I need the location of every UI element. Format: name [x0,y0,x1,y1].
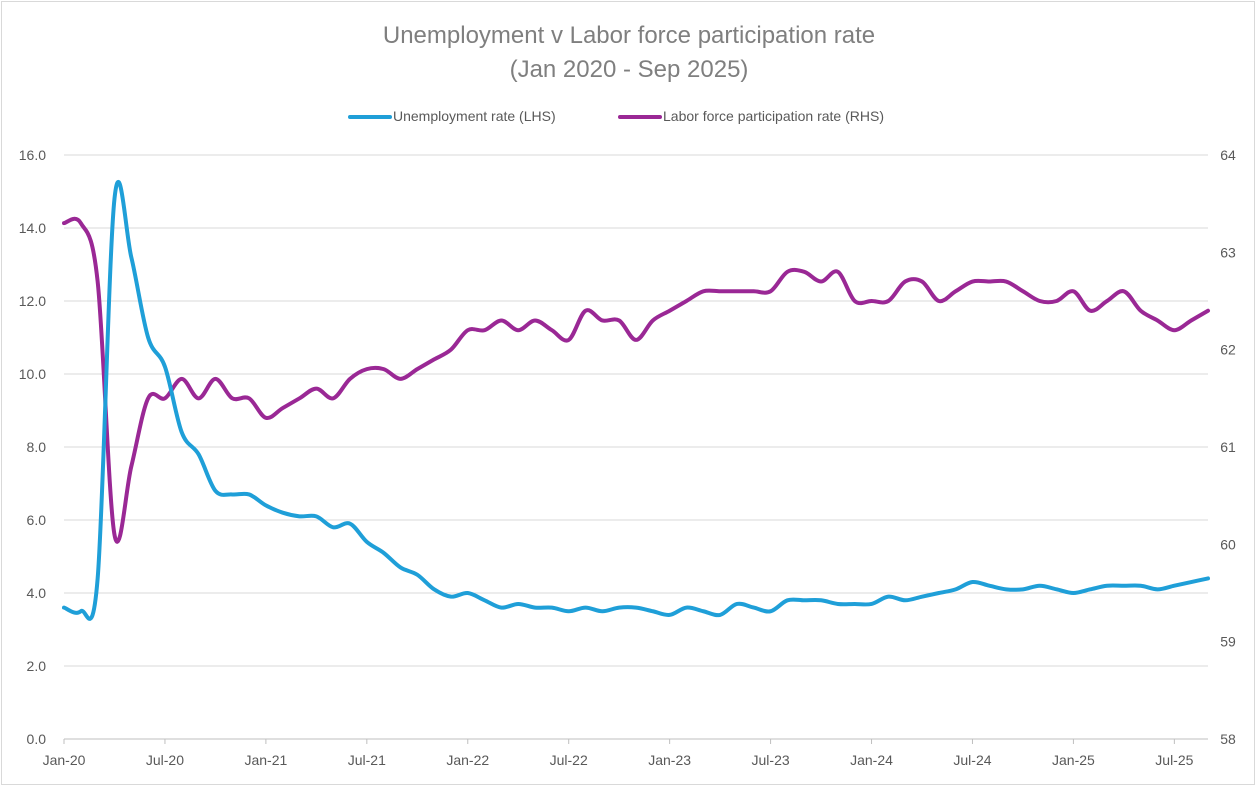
x-tick-label: Jan-25 [1052,752,1095,768]
chart-title: Unemployment v Labor force participation… [383,22,875,49]
left-tick-label: 16.0 [19,147,46,163]
x-tick-label: Jul-24 [953,752,991,768]
unemployment-rate-line [62,179,1210,621]
right-tick-label: 62 [1220,342,1236,358]
left-tick-label: 12.0 [19,293,46,309]
right-tick-label: 64 [1220,147,1236,163]
right-tick-label: 58 [1220,731,1236,747]
x-tick-label: Jul-22 [550,752,588,768]
left-axis-ticks: 0.0 2.0 4.0 6.0 8.0 10.0 12.0 14.0 16.0 [19,147,46,747]
right-tick-label: 61 [1220,439,1236,455]
x-tick-label: Jul-23 [752,752,790,768]
x-tick-label: Jul-25 [1155,752,1193,768]
right-tick-label: 63 [1220,244,1236,260]
left-tick-label: 6.0 [27,512,47,528]
x-tick-label: Jul-21 [348,752,386,768]
legend-label-unemployment: Unemployment rate (LHS) [393,108,556,124]
x-tick-label: Jan-23 [648,752,691,768]
left-tick-label: 10.0 [19,366,46,382]
right-tick-label: 60 [1220,536,1236,552]
x-tick-label: Jan-20 [43,752,86,768]
x-tick-label: Jan-21 [244,752,287,768]
x-tick-label: Jan-22 [446,752,489,768]
right-axis-ticks: 58 59 60 61 62 63 64 [1220,147,1236,747]
left-tick-label: 14.0 [19,220,46,236]
x-tick-label: Jan-24 [850,752,893,768]
gridlines [64,154,1208,740]
chart-subtitle: (Jan 2020 - Sep 2025) [510,56,749,83]
right-tick-label: 59 [1220,634,1236,650]
left-tick-label: 2.0 [27,658,47,674]
participation-rate-line [62,216,1210,544]
legend-label-participation: Labor force participation rate (RHS) [663,108,884,124]
left-tick-label: 0.0 [27,731,47,747]
series-lines [62,179,1210,621]
x-tick-label: Jul-20 [146,752,184,768]
x-axis-ticks: Jan-20 Jul-20 Jan-21 Jul-21 Jan-22 Jul-22 Jan-… [43,738,1208,768]
left-tick-label: 4.0 [27,585,47,601]
left-tick-label: 8.0 [27,439,47,455]
legend: Unemployment rate (LHS) Labor force part… [348,108,884,124]
